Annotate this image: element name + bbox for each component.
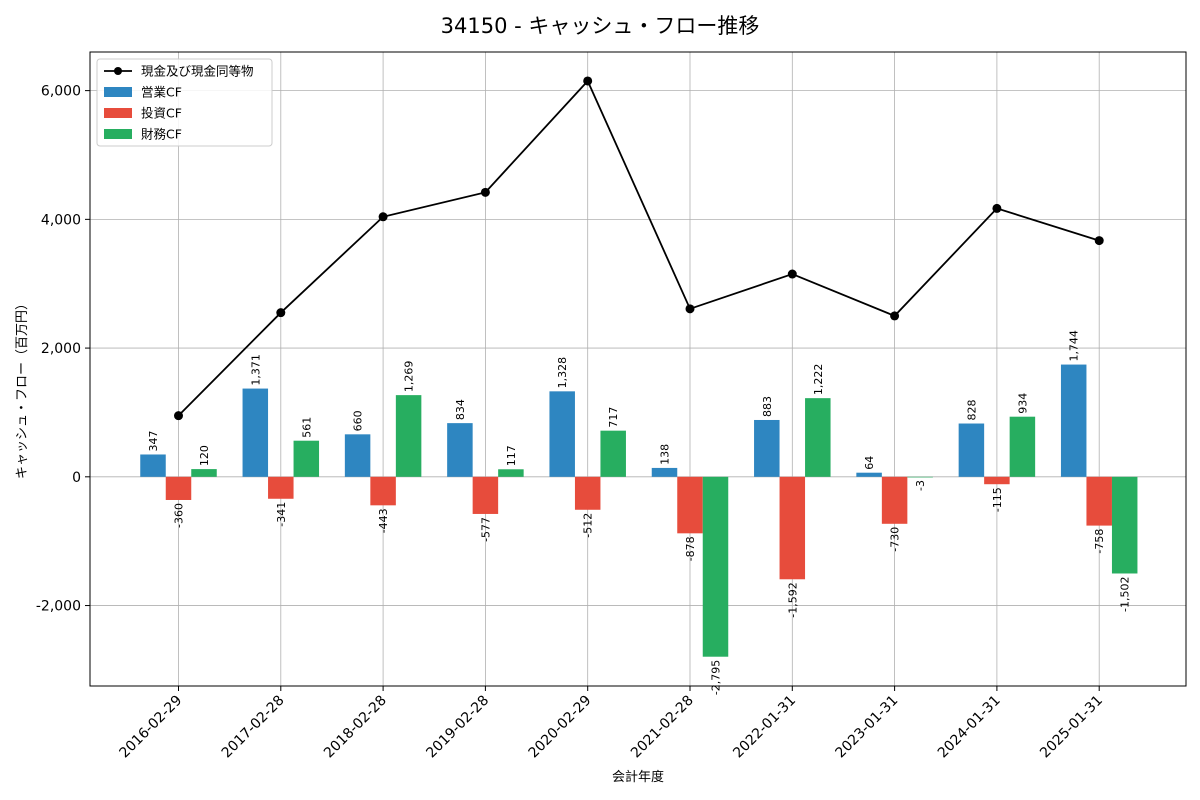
operating-cf-value-label: 1,371 <box>249 354 262 386</box>
investing-cf-value-label: -443 <box>377 508 390 533</box>
operating-cf-value-label: 660 <box>352 410 365 431</box>
investing-cf-value-label: -1,592 <box>786 582 799 617</box>
cash-line <box>174 76 1104 421</box>
operating-cf-bar <box>958 423 985 477</box>
operating-cf-bar <box>754 419 780 477</box>
financing-cf-value-label: -1,502 <box>1119 576 1132 611</box>
financing-cf-bar <box>907 476 933 478</box>
operating-cf-bar <box>140 454 166 477</box>
legend-bar-swatch <box>104 108 132 118</box>
operating-cf-value-label: 834 <box>454 399 467 420</box>
operating-cf-bar <box>344 434 371 477</box>
investing-cf-value-label: -878 <box>684 536 697 561</box>
bars <box>140 364 1138 657</box>
cash-balance-point <box>1094 236 1104 246</box>
investing-cf-bar <box>677 476 703 534</box>
financing-cf-bar <box>1111 476 1138 574</box>
y-tick-label: 2,000 <box>41 341 81 357</box>
investing-cf-bar <box>574 476 601 510</box>
operating-cf-value-label: 138 <box>659 444 672 465</box>
operating-cf-value-label: 347 <box>147 430 160 451</box>
cash-balance-point <box>583 76 593 86</box>
y-tick-label: 6,000 <box>41 84 81 100</box>
legend-box <box>96 58 273 147</box>
financing-cf-bar <box>702 476 729 657</box>
financing-cf-bar <box>498 469 524 477</box>
chart-title: 34150 - キャッシュ・フロー推移 <box>441 14 760 38</box>
y-tick-label: 4,000 <box>41 212 81 228</box>
operating-cf-bar <box>549 391 575 477</box>
legend-bar-swatch <box>104 129 132 139</box>
legend-label: 現金及び現金同等物 <box>141 64 254 79</box>
y-tick-label: -2,000 <box>36 599 81 615</box>
cash-balance-point <box>276 308 286 318</box>
financing-cf-bar <box>395 395 422 477</box>
investing-cf-bar <box>779 476 806 580</box>
legend-label: 営業CF <box>141 85 182 100</box>
cash-balance-point <box>685 304 695 314</box>
investing-cf-value-label: -577 <box>479 517 492 542</box>
operating-cf-bar <box>447 423 473 477</box>
investing-cf-value-label: -758 <box>1093 529 1106 554</box>
financing-cf-value-label: 120 <box>198 445 211 466</box>
cash-balance-line <box>177 79 1100 417</box>
investing-cf-bar <box>1086 476 1112 526</box>
operating-cf-value-label: 1,328 <box>556 357 569 389</box>
operating-cf-value-label: 828 <box>965 400 978 421</box>
operating-cf-value-label: 64 <box>863 456 876 470</box>
cash-balance-point <box>890 311 900 321</box>
y-axis-label: キャッシュ・フロー（百万円） <box>15 297 30 479</box>
cash-balance-point <box>174 411 183 421</box>
investing-cf-value-label: -360 <box>173 503 186 528</box>
financing-cf-bar <box>1009 416 1036 477</box>
investing-cf-bar <box>165 476 192 500</box>
grid-lines <box>90 52 1186 686</box>
financing-cf-value-label: 117 <box>505 445 518 466</box>
operating-cf-bar <box>1060 364 1087 477</box>
financing-cf-bar <box>805 398 831 477</box>
operating-cf-bar <box>242 388 269 477</box>
cash-balance-point <box>480 187 490 197</box>
investing-cf-bar <box>881 476 908 524</box>
operating-cf-value-label: 883 <box>761 396 774 417</box>
operating-cf-value-label: 1,744 <box>1068 330 1081 362</box>
investing-cf-bar <box>472 476 499 514</box>
financing-cf-bar <box>293 440 320 477</box>
investing-cf-value-label: -115 <box>991 487 1004 512</box>
cash-balance-point <box>378 212 388 222</box>
financing-cf-bar <box>600 430 626 477</box>
legend-marker-swatch <box>114 67 122 75</box>
x-axis-label: 会計年度 <box>612 769 664 785</box>
investing-cf-bar <box>984 476 1010 485</box>
y-tick-label: 0 <box>72 470 81 486</box>
operating-cf-bar <box>856 472 882 477</box>
plot-frame <box>89 51 1187 687</box>
financing-cf-value-label: 717 <box>607 407 620 428</box>
investing-cf-bar <box>370 476 396 506</box>
legend-bar-swatch <box>104 87 132 97</box>
cash-balance-point <box>992 203 1002 213</box>
investing-cf-value-label: -730 <box>889 527 902 552</box>
operating-cf-bar <box>651 467 678 477</box>
legend-label: 財務CF <box>141 127 182 142</box>
financing-cf-bar <box>191 469 217 477</box>
financing-cf-value-label: 1,269 <box>403 361 416 393</box>
financing-cf-value-label: 1,222 <box>812 364 825 396</box>
investing-cf-bar <box>268 476 294 499</box>
cash-balance-point <box>787 269 797 279</box>
financing-cf-value-label: 934 <box>1016 393 1029 414</box>
investing-cf-value-label: -512 <box>582 513 595 538</box>
investing-cf-value-label: -341 <box>275 502 288 527</box>
financing-cf-value-label: -2,795 <box>710 660 723 695</box>
financing-cf-value-label: -3 <box>914 480 927 491</box>
financing-cf-value-label: 561 <box>300 417 313 438</box>
legend-label: 投資CF <box>141 106 182 121</box>
